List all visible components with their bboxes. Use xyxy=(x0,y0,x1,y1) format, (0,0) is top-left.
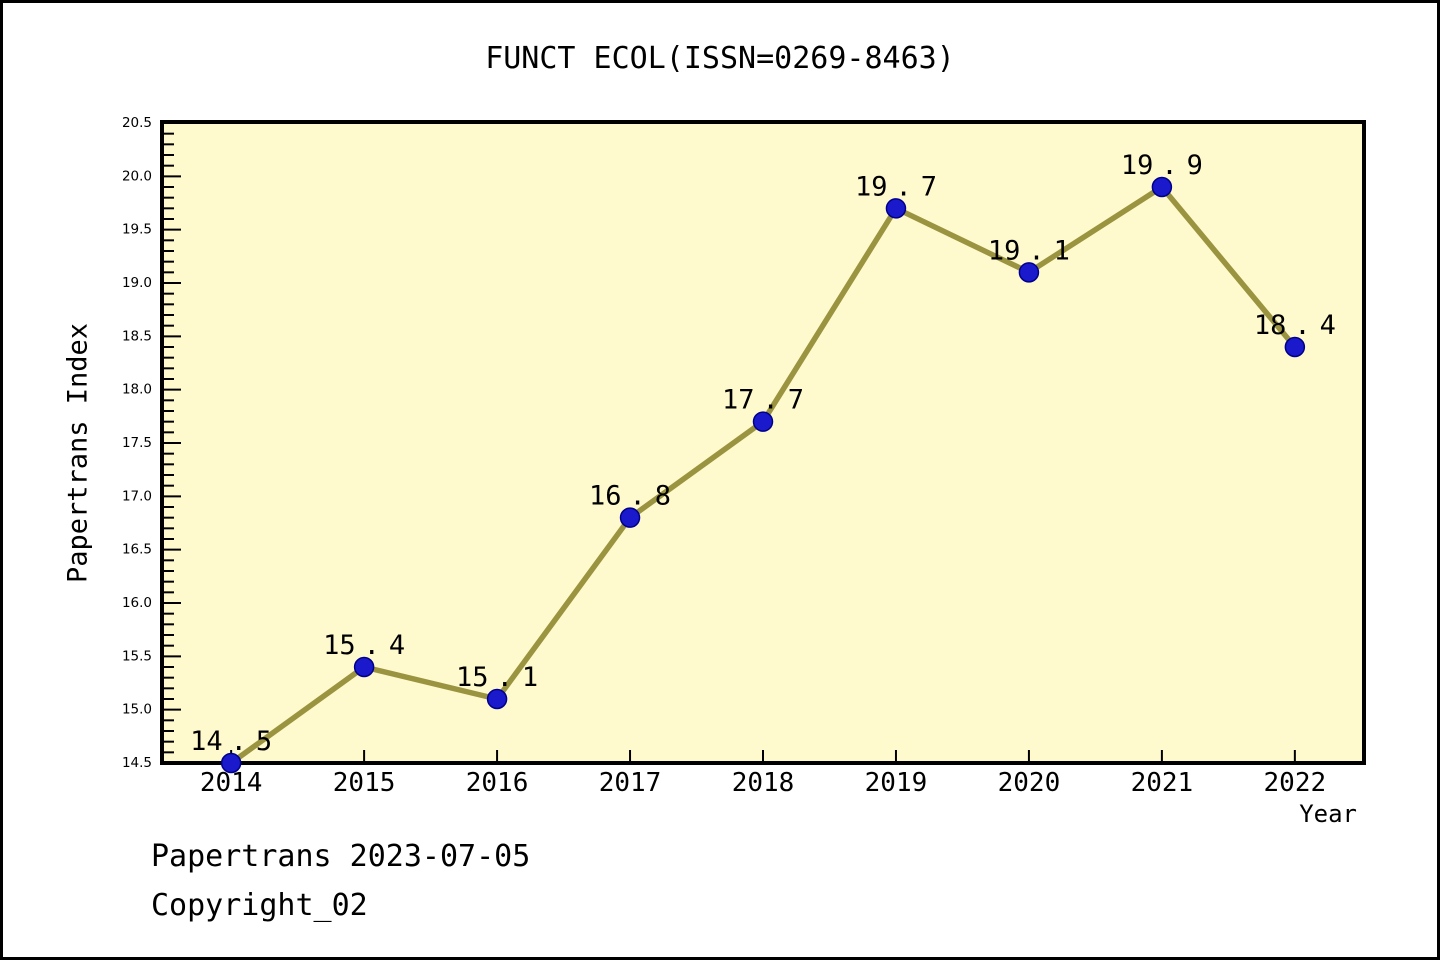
y-tick-label: 19.0 xyxy=(122,275,152,291)
data-point xyxy=(1284,336,1306,358)
y-tick-label: 19.5 xyxy=(122,222,152,238)
data-point-label: 15. 4 xyxy=(323,630,405,661)
y-tick-label: 15.0 xyxy=(122,702,152,718)
data-point xyxy=(353,656,375,678)
plot-area xyxy=(160,120,1366,765)
x-axis-label: Year xyxy=(1299,800,1357,828)
x-tick-label: 2018 xyxy=(732,768,795,798)
plot-group: 14.5 15.0 15.5 16.0 16.5 17.0 17.5 18.0 18.5 19.0… xyxy=(122,115,1366,798)
y-tick-label: 20.5 xyxy=(122,115,152,131)
x-tick-label: 2021 xyxy=(1131,768,1194,798)
data-point-label: 17. 7 xyxy=(722,385,804,416)
x-tick-label: 2019 xyxy=(865,768,928,798)
data-point xyxy=(220,752,242,774)
y-tick-label: 17.0 xyxy=(122,488,152,504)
data-point-label: 15. 1 xyxy=(456,662,538,693)
data-point-label: 18. 4 xyxy=(1254,310,1336,341)
data-point xyxy=(619,507,641,528)
y-tick-label: 14.5 xyxy=(122,755,152,771)
y-axis-label: Papertrans Index xyxy=(62,322,94,584)
data-point xyxy=(1151,176,1173,198)
y-tick-label: 20.0 xyxy=(122,168,152,184)
data-point-label: 19. 9 xyxy=(1121,150,1203,181)
data-point-label: 19. 1 xyxy=(988,235,1070,266)
x-tick-label: 2020 xyxy=(998,768,1061,798)
y-tick-label: 16.5 xyxy=(122,542,152,558)
x-tick-label: 2017 xyxy=(599,768,662,798)
x-tick-label: 2016 xyxy=(466,768,529,798)
data-point xyxy=(752,411,774,432)
data-point-label: 14. 5 xyxy=(190,726,272,757)
footer-copyright: Copyright_02 xyxy=(151,888,368,923)
y-tick-label: 15.5 xyxy=(122,648,152,664)
data-point xyxy=(1018,262,1040,283)
data-point xyxy=(486,688,508,710)
chart-title: FUNCT ECOL(ISSN=0269-8463) xyxy=(485,41,955,76)
x-tick-label: 2022 xyxy=(1264,768,1327,798)
y-tick-label: 17.5 xyxy=(122,435,152,451)
x-tick-label: 2015 xyxy=(333,768,396,798)
data-point xyxy=(885,198,907,219)
y-tick-label: 16.0 xyxy=(122,595,152,611)
footer-source-date: Papertrans 2023-07-05 xyxy=(151,839,531,874)
data-point-label: 19. 7 xyxy=(855,171,937,202)
line-chart: 14.5 15.0 15.5 16.0 16.5 17.0 17.5 18.0 18.5 19.0… xyxy=(122,115,1366,798)
data-point-label: 16. 8 xyxy=(589,481,671,512)
y-tick-label: 18.5 xyxy=(122,328,152,344)
y-tick-label: 18.0 xyxy=(122,382,152,398)
